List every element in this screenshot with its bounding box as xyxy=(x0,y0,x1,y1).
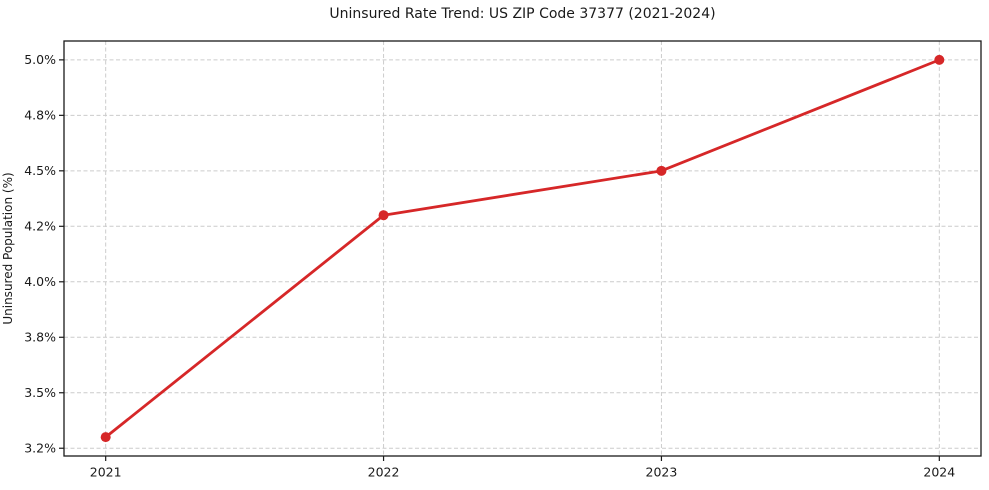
trend-line xyxy=(104,58,941,439)
y-tick-label: 3.8% xyxy=(24,330,56,345)
data-point xyxy=(656,165,667,176)
data-point xyxy=(100,432,111,443)
data-point xyxy=(934,54,945,65)
plot-area: 3.2% 3.5% 3.8% 4.0% 4.2% 4.5% 4.8% 5.0% 2021 2022… xyxy=(24,40,982,480)
y-tick-label: 3.5% xyxy=(24,385,56,400)
axes-frame xyxy=(63,40,982,457)
y-tick-label: 4.2% xyxy=(24,219,56,234)
y-tick-label: 3.2% xyxy=(24,441,56,456)
x-tick-label: 2024 xyxy=(923,465,955,480)
y-axis-label: Uninsured Population (%) xyxy=(1,172,15,324)
y-tick-label: 4.8% xyxy=(24,108,56,123)
y-tick-label: 5.0% xyxy=(24,52,56,67)
y-tick-label: 4.0% xyxy=(24,274,56,289)
data-point xyxy=(378,210,389,221)
x-tick-label: 2023 xyxy=(646,465,678,480)
x-tick-label: 2021 xyxy=(90,465,122,480)
chart-title: Uninsured Rate Trend: US ZIP Code 37377 … xyxy=(329,6,715,22)
y-tick-label: 4.5% xyxy=(24,163,56,178)
x-tick-label: 2022 xyxy=(368,465,400,480)
